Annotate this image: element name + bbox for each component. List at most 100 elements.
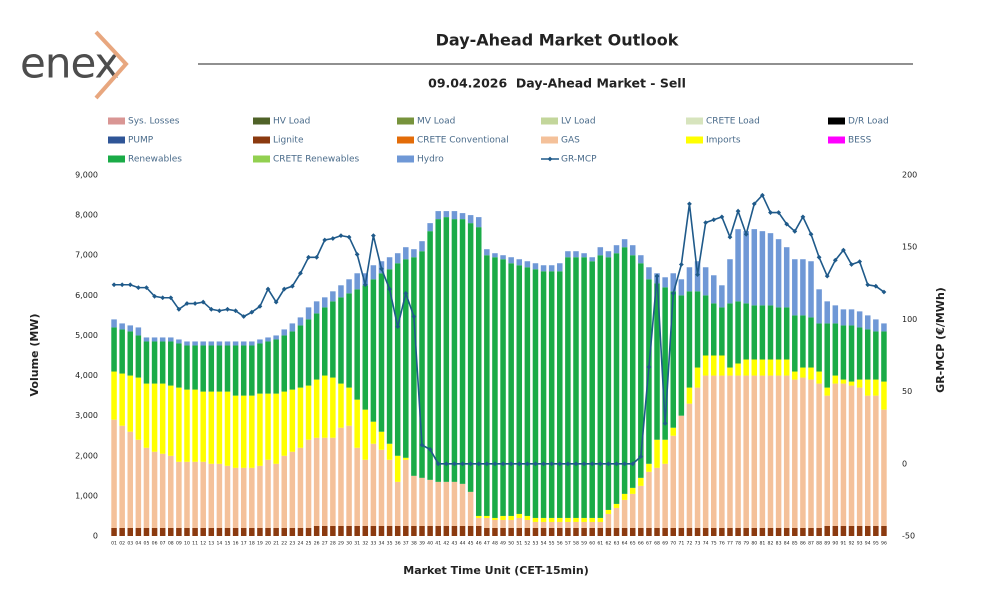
bar-segment [119, 329, 125, 374]
legend-label: Sys. Losses [128, 117, 180, 127]
legend-marker [547, 156, 553, 162]
bar-segment [735, 527, 741, 536]
line-marker [735, 208, 741, 214]
bar-segment [500, 259, 506, 516]
bar-segment [467, 215, 474, 224]
bar-segment [151, 527, 158, 536]
bar-segment [240, 527, 247, 536]
bar-segment [249, 395, 255, 468]
x-tick-label: 32 [362, 541, 368, 547]
bar-segment [694, 387, 701, 528]
bar-segment [313, 301, 320, 314]
bar-segment [605, 509, 612, 514]
bar-segment [743, 375, 749, 528]
x-tick-label: 96 [881, 541, 887, 547]
bar-segment [451, 481, 458, 526]
x-tick-label: 43 [451, 541, 457, 547]
bar-segment [548, 527, 555, 536]
bar-segment [848, 325, 855, 382]
line-marker [565, 461, 571, 467]
bar-segment [281, 455, 287, 528]
bar-segment [735, 375, 741, 528]
bar-segment [508, 257, 514, 264]
bar-segment [856, 327, 863, 380]
bar-segment [330, 301, 336, 378]
line-marker [354, 252, 360, 257]
bar-segment [119, 323, 125, 330]
bar-segment [873, 319, 879, 332]
bar-segment [427, 223, 433, 232]
legend-label: MV Load [417, 117, 455, 127]
bar-segment [751, 305, 758, 360]
bar-segment [297, 387, 304, 448]
bar-segment [240, 467, 247, 528]
line-marker [670, 291, 676, 296]
bar-segment [881, 381, 887, 410]
bar-segment [500, 527, 506, 536]
bar-segment [322, 307, 328, 376]
bar-segment [873, 395, 879, 526]
bar-segment [475, 515, 482, 518]
line-marker [533, 461, 538, 467]
line-marker [411, 314, 417, 319]
x-tick-label: 94 [865, 541, 871, 547]
bar-segment [451, 525, 458, 536]
bar-segment [435, 481, 441, 526]
x-tick-label: 72 [687, 541, 693, 547]
bar-segment [378, 431, 385, 450]
bar-segment [735, 229, 741, 302]
bar-segment [459, 483, 466, 526]
bar-segment [824, 323, 830, 388]
x-tick-label: 66 [638, 541, 644, 547]
bar-segment [322, 437, 328, 526]
bar-segment [322, 525, 328, 536]
x-tick-label: 60 [589, 541, 595, 547]
bar-segment [516, 513, 523, 518]
bar-segment [824, 395, 830, 526]
bar-segment [694, 367, 701, 388]
bar-segment [370, 279, 377, 422]
line-marker [443, 461, 449, 467]
bar-segment [297, 317, 304, 326]
bar-segment [654, 439, 660, 468]
bar-segment [370, 265, 377, 280]
bar-segment [289, 331, 296, 390]
x-tick-label: 71 [678, 541, 684, 547]
legend-label: CRETE Renewables [273, 155, 360, 165]
bar-segment [378, 525, 385, 536]
bar-segment [629, 255, 636, 488]
bar-segment [240, 341, 247, 346]
bar-segment [208, 527, 215, 536]
bar-segment [289, 323, 296, 332]
bar-segment [216, 341, 223, 346]
line-marker [759, 192, 765, 198]
bar-segment [443, 525, 450, 536]
line-marker [387, 286, 392, 292]
line-marker [508, 461, 514, 467]
bar-segment [516, 517, 523, 528]
x-tick-label: 65 [630, 541, 636, 547]
bar-segment [654, 283, 660, 440]
x-tick-label: 21 [273, 541, 279, 547]
line-marker [792, 228, 798, 234]
bar-segment [168, 455, 174, 528]
x-tick-label: 41 [435, 541, 441, 547]
line-marker [808, 231, 814, 237]
line-marker [314, 254, 320, 260]
y-tick-label: 3,000 [75, 411, 98, 420]
line-marker [727, 234, 733, 240]
bar-segment [808, 317, 814, 368]
x-tick-label: 17 [241, 541, 247, 547]
bar-segment [686, 527, 693, 536]
bar-segment [208, 463, 215, 528]
bar-segment [864, 395, 871, 526]
line-marker [452, 461, 457, 467]
bar-segment [783, 307, 790, 360]
bar-segment [338, 285, 344, 298]
line-marker [865, 282, 871, 288]
x-tick-label: 68 [654, 541, 660, 547]
bar-segment [192, 389, 198, 462]
line-marker [751, 201, 757, 207]
x-tick-label: 28 [330, 541, 336, 547]
bar-segment [322, 375, 328, 438]
